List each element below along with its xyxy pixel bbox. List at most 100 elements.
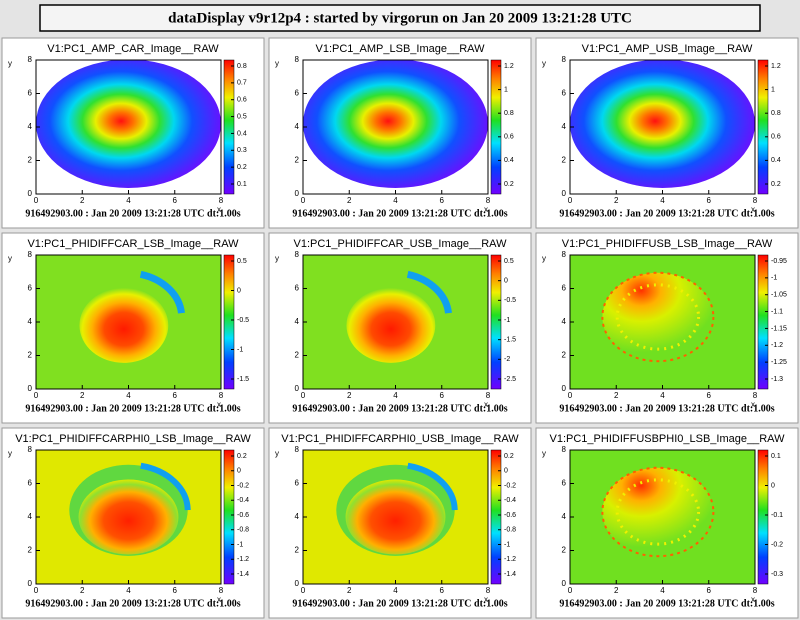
x-tick-label: 2 [347,196,352,205]
colorbar-tick-label: -1 [504,541,510,548]
panel: V1:PC1_PHIDIFFCARPHI0_LSB_Image__RAW 0 2 4 6… [1,427,265,619]
heatmap-blob [79,287,169,363]
colorbar-tick-label: -0.5 [504,297,516,304]
x-axis-label: x [751,400,755,409]
x-tick-label: 2 [80,586,85,595]
colorbar-tick-label: -1.2 [771,342,783,349]
heatmap [303,450,488,584]
header-box [39,4,761,32]
y-axis-label: y [275,449,279,458]
colorbar-tick-label: -0.8 [504,527,516,534]
colorbar-tick-label: -0.2 [504,482,516,489]
heatmap-blob [570,60,755,188]
colorbar-tick-label: 0.5 [504,258,514,265]
y-tick-label: 8 [28,55,33,64]
heatmap [36,255,221,389]
colorbar-tick-label: 0.8 [237,63,247,70]
y-tick-label: 0 [562,384,567,393]
y-tick-label: 2 [28,156,33,165]
heatmap-blob [346,287,436,363]
colorbar-tick-label: 0 [237,287,241,294]
colorbar-tick-label: 1.2 [504,63,514,70]
colorbar-tick-label: 0 [504,468,508,475]
y-tick-label: 8 [295,55,300,64]
colorbar-tick-label: 0.2 [504,453,514,460]
y-tick-label: 0 [562,189,567,198]
y-tick-label: 8 [562,55,567,64]
x-tick-label: 4 [660,391,665,400]
colorbar-tick-label: 0.6 [504,134,514,141]
colorbar-tick-label: 0.8 [504,110,514,117]
colorbar-tick-label: 0.4 [504,157,514,164]
colorbar-tick-label: 0.2 [237,164,247,171]
x-tick-label: 6 [173,586,178,595]
x-tick-label: 6 [440,196,445,205]
heatmap-blob [78,479,179,555]
x-tick-label: 2 [614,586,619,595]
colorbar-tick-label: -1.25 [771,359,787,366]
x-axis-label: x [484,595,488,604]
x-axis-label: x [484,205,488,214]
x-tick-label: 8 [219,391,224,400]
y-tick-label: 4 [28,512,33,521]
heatmap [303,60,488,194]
y-tick-label: 6 [28,479,33,488]
colorbar-tick-label: -2.5 [504,376,516,383]
panel-title: V1:PC1_AMP_CAR_Image__RAW [47,43,219,55]
y-tick-label: 4 [295,122,300,131]
x-tick-label: 8 [753,391,758,400]
panel-title: V1:PC1_AMP_USB_Image__RAW [582,43,753,55]
colorbar-tick-label: 1 [771,86,775,93]
y-tick-label: 6 [28,284,33,293]
y-tick-label: 2 [295,546,300,555]
heatmap [570,450,755,584]
x-tick-label: 8 [486,586,491,595]
header-title: dataDisplay v9r12p4 : started by virgoru… [168,10,632,26]
heatmap [303,255,488,389]
colorbar-tick-label: -1 [237,541,243,548]
colorbar-tick-label: -1.4 [237,571,249,578]
y-axis-label: y [275,254,279,263]
x-tick-label: 2 [614,391,619,400]
x-tick-label: 8 [753,586,758,595]
x-tick-label: 4 [393,586,398,595]
heatmap [570,255,755,389]
x-axis-label: x [217,400,221,409]
colorbar-tick-label: -1.1 [771,308,783,315]
x-tick-label: 8 [219,586,224,595]
colorbar [223,254,235,390]
y-tick-label: 8 [295,250,300,259]
y-tick-label: 0 [562,579,567,588]
colorbar-tick-label: -0.6 [237,512,249,519]
y-tick-label: 4 [562,122,567,131]
colorbar-tick-label: 0.3 [237,147,247,154]
colorbar-tick-label: -1.4 [504,571,516,578]
y-tick-label: 4 [562,317,567,326]
panel-footer: 916492903.00 : Jan 20 2009 13:21:28 UTC … [25,403,240,414]
colorbar-tick-label: -1 [504,317,510,324]
x-tick-label: 6 [440,586,445,595]
y-tick-label: 4 [295,512,300,521]
panel-title: V1:PC1_PHIDIFFUSB_LSB_Image__RAW [562,238,773,250]
colorbar [757,449,769,585]
y-tick-label: 4 [28,317,33,326]
y-tick-label: 6 [295,284,300,293]
x-tick-label: 4 [660,586,665,595]
colorbar-tick-label: 0.4 [771,157,781,164]
y-tick-label: 0 [295,384,300,393]
panel-footer: 916492903.00 : Jan 20 2009 13:21:28 UTC … [25,598,240,609]
x-tick-label: 0 [568,196,573,205]
colorbar-tick-label: -2 [504,356,510,363]
panel-footer: 916492903.00 : Jan 20 2009 13:21:28 UTC … [559,598,774,609]
x-tick-label: 8 [219,196,224,205]
x-tick-label: 6 [707,391,712,400]
colorbar-tick-label: 0.2 [237,453,247,460]
y-axis-label: y [542,254,546,263]
colorbar-tick-label: -0.1 [771,512,783,519]
colorbar [490,59,502,195]
y-tick-label: 0 [28,189,33,198]
x-tick-label: 8 [753,196,758,205]
x-tick-label: 0 [568,391,573,400]
y-axis-label: y [275,59,279,68]
panel-footer: 916492903.00 : Jan 20 2009 13:21:28 UTC … [292,598,507,609]
